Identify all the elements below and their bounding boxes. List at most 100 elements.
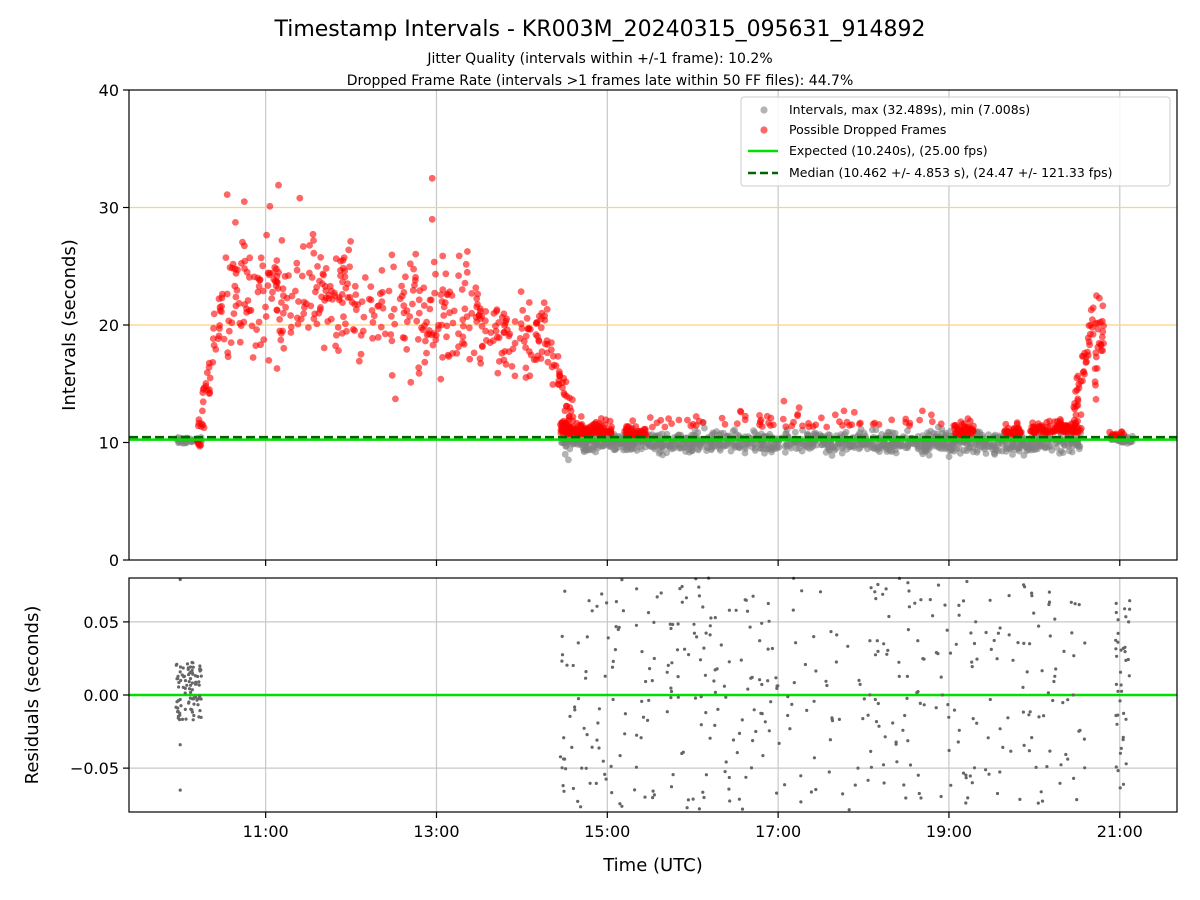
residual-point: [603, 772, 607, 777]
dropped-frame-point: [378, 267, 386, 274]
residual-point: [995, 791, 1000, 796]
interval-point: [561, 450, 569, 458]
residual-point: [1066, 757, 1070, 761]
residual-point: [190, 710, 194, 714]
residual-point: [1120, 689, 1124, 693]
interval-point: [938, 425, 946, 433]
legend-expected-label: Expected (10.240s), (25.00 fps): [789, 143, 988, 158]
residual-point: [881, 763, 886, 767]
dropped-frame-point: [292, 287, 299, 295]
dropped-frame-point: [287, 323, 295, 331]
dropped-frame-point: [335, 347, 342, 354]
dropped-frame-point: [255, 283, 263, 290]
residual-point: [964, 773, 968, 777]
intervals-panel: 0 10 20 30 40 Intervals (seconds) Intervals,…: [59, 81, 1178, 570]
residual-point: [957, 613, 961, 617]
dropped-frame-point: [255, 318, 263, 326]
residual-point: [876, 649, 880, 654]
residual-point: [188, 677, 193, 681]
dropped-frame-point: [414, 336, 422, 343]
residual-point: [723, 770, 727, 774]
dropped-frame-point: [216, 322, 224, 329]
intervals-threshold-lines: [129, 206, 1177, 326]
dropped-frame-point: [257, 341, 264, 349]
dropped-frame-point: [561, 407, 569, 415]
interval-point: [750, 441, 758, 448]
dropped-frame-point: [439, 354, 446, 361]
dropped-frame-point: [646, 414, 654, 421]
residual-point: [728, 799, 732, 803]
dropped-frame-point: [288, 292, 296, 300]
dropped-frame-point: [440, 303, 448, 311]
dropped-frame-point: [253, 326, 260, 333]
residual-point: [178, 665, 183, 669]
dropped-frame-point: [458, 286, 466, 293]
dropped-frame-point: [406, 260, 414, 268]
dropped-frame-point: [794, 412, 801, 420]
residual-point: [998, 727, 1002, 731]
residual-point: [183, 707, 187, 712]
dropped-frame-point: [334, 324, 342, 331]
residual-point: [666, 663, 670, 668]
residual-point: [669, 686, 673, 690]
residual-point: [746, 687, 750, 691]
residual-point: [939, 675, 943, 679]
residual-point: [986, 736, 990, 740]
residual-point: [1072, 776, 1076, 781]
residual-point: [902, 783, 906, 787]
interval-point: [663, 449, 670, 457]
dropped-frame-point: [482, 327, 489, 335]
dropped-frame-point: [297, 315, 305, 323]
interval-point: [798, 447, 806, 455]
dropped-frame-point: [495, 334, 503, 342]
dropped-frame-point: [340, 313, 347, 321]
dropped-frame-point: [1106, 428, 1113, 436]
legend-intervals-label: Intervals, max (32.489s), min (7.008s): [789, 102, 1030, 117]
residual-point: [1122, 711, 1126, 716]
dropped-frame-point: [444, 291, 451, 299]
residual-point: [998, 626, 1002, 630]
residual-point: [605, 601, 609, 605]
residual-point: [189, 707, 193, 711]
residual-point: [582, 726, 586, 730]
residual-point: [874, 720, 879, 724]
interval-point: [685, 441, 693, 449]
dropped-frame-point: [767, 422, 774, 429]
residual-point: [921, 657, 925, 661]
residual-point: [952, 708, 957, 712]
residual-point: [588, 781, 592, 785]
interval-point: [915, 443, 922, 451]
interval-point: [701, 424, 708, 432]
residual-point: [766, 647, 770, 651]
residual-point: [1001, 745, 1005, 750]
dropped-frame-point: [1057, 423, 1065, 431]
legend-intervals-marker: [760, 106, 768, 114]
residual-point: [1121, 782, 1126, 786]
dropped-frame-point: [466, 355, 474, 363]
dropped-frame-point: [351, 300, 359, 308]
residual-point: [713, 723, 717, 728]
residual-point: [601, 759, 605, 763]
residual-point: [1124, 658, 1128, 663]
residual-point: [669, 626, 673, 631]
residual-point: [190, 668, 194, 673]
interval-point: [645, 440, 653, 448]
residual-point: [748, 625, 752, 629]
y-tick-label: 0.00: [83, 686, 119, 705]
residual-point: [803, 662, 808, 667]
dropped-frame-point: [222, 254, 230, 261]
dropped-frame-point: [264, 282, 272, 289]
dropped-frame-point: [214, 335, 222, 343]
residual-point: [861, 717, 865, 721]
residual-point: [692, 631, 697, 635]
residual-point: [691, 797, 695, 801]
dropped-frame-point: [928, 411, 935, 419]
dropped-frame-point: [367, 296, 375, 304]
residual-point: [560, 653, 565, 657]
dropped-frame-point: [1100, 340, 1107, 347]
residual-point: [731, 738, 736, 742]
residual-point: [198, 694, 202, 698]
interval-point: [811, 429, 819, 437]
dropped-frame-point: [412, 250, 420, 258]
dropped-frame-point: [390, 305, 398, 313]
